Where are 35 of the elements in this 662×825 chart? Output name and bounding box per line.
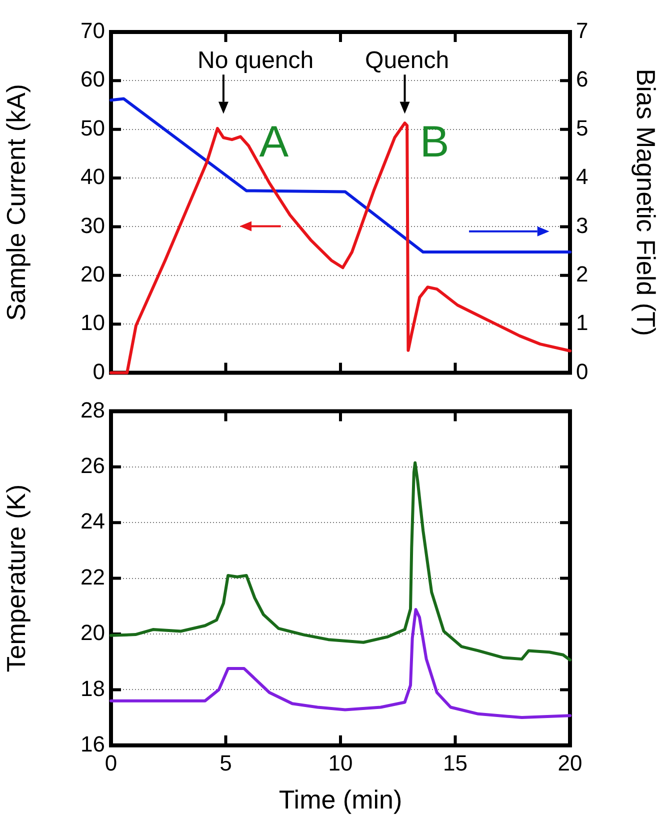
y2-tick-label: 1 <box>576 310 588 336</box>
y2-tick-label: 3 <box>576 212 588 238</box>
y-tick-label: 24 <box>80 508 105 534</box>
y-tick-label: 20 <box>80 261 105 286</box>
y2-tick-label: 2 <box>576 261 588 286</box>
annotation: A <box>259 118 290 167</box>
annotation: B <box>420 118 450 167</box>
y-axis-title: Sample Current (kA) <box>0 84 31 321</box>
y-tick-label: 50 <box>80 115 105 140</box>
y2-tick-label: 7 <box>576 18 588 44</box>
y-tick-label: 26 <box>80 452 105 478</box>
y2-tick-label: 4 <box>576 164 588 190</box>
y-tick-label: 60 <box>80 66 105 92</box>
x-axis-title: Time (min) <box>278 784 402 815</box>
y-axis-title: Temperature (K) <box>0 484 31 672</box>
y-tick-label: 16 <box>80 731 105 756</box>
annotation: No quench <box>198 46 314 74</box>
y-tick-label: 22 <box>80 564 105 590</box>
y2-tick-label: 0 <box>576 358 588 384</box>
y-tick-label: 20 <box>80 620 105 646</box>
y2-axis-title: Bias Magnetic Field (T) <box>631 68 662 336</box>
y-tick-label: 10 <box>80 310 105 336</box>
y-tick-label: 40 <box>80 164 105 190</box>
annotation: Quench <box>365 46 450 74</box>
y2-tick-label: 5 <box>576 115 588 140</box>
y-tick-label: 70 <box>80 18 105 44</box>
x-tick-label: 10 <box>328 750 353 776</box>
y-tick-label: 0 <box>92 358 105 384</box>
x-tick-label: 15 <box>443 750 468 776</box>
y-tick-label: 30 <box>80 212 105 238</box>
x-tick-label: 5 <box>220 750 232 776</box>
y-tick-label: 28 <box>80 397 105 422</box>
y2-tick-label: 6 <box>576 66 588 92</box>
y-tick-label: 18 <box>80 676 105 701</box>
x-tick-label: 20 <box>558 750 582 776</box>
